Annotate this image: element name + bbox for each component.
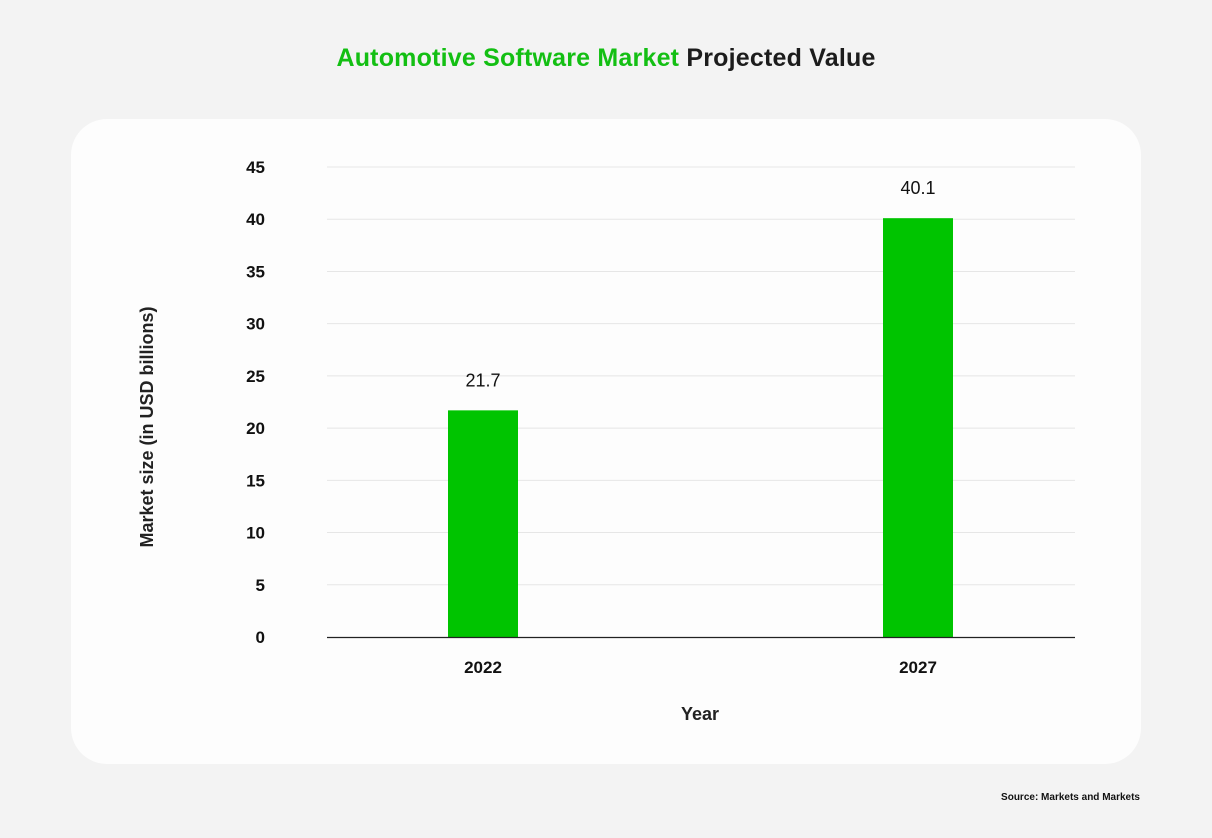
y-tick-label: 10 [246, 524, 265, 543]
y-axis-label: Market size (in USD billions) [137, 306, 157, 547]
chart-title: Automotive Software Market Projected Val… [0, 44, 1212, 73]
y-tick-label: 5 [256, 576, 265, 595]
bar-2022 [448, 410, 518, 637]
y-tick-label: 40 [246, 210, 265, 229]
y-tick-label: 30 [246, 315, 265, 334]
x-tick-labels: 2022 2027 [464, 658, 937, 677]
bars [448, 218, 953, 637]
y-tick-label: 0 [256, 628, 265, 647]
y-tick-label: 20 [246, 419, 265, 438]
data-label-2022: 21.7 [465, 370, 500, 390]
chart-title-rest: Projected Value [686, 44, 876, 72]
gridlines [327, 166, 1075, 586]
y-tick-label: 15 [246, 471, 265, 490]
x-axis-label: Year [681, 704, 719, 724]
x-tick-label: 2027 [899, 658, 937, 677]
chart-card [71, 119, 1141, 764]
data-label-2027: 40.1 [900, 178, 935, 198]
x-tick-label: 2022 [464, 658, 502, 677]
y-tick-labels: 0 5 10 15 20 25 30 35 40 45 [246, 158, 265, 647]
source-note: Source: Markets and Markets [1001, 792, 1140, 803]
y-tick-label: 45 [246, 158, 265, 177]
y-tick-label: 25 [246, 367, 265, 386]
bar-2027 [883, 218, 953, 637]
y-tick-label: 35 [246, 262, 265, 281]
data-labels: 21.7 40.1 [465, 178, 935, 390]
chart-title-highlight: Automotive Software Market [336, 44, 680, 72]
